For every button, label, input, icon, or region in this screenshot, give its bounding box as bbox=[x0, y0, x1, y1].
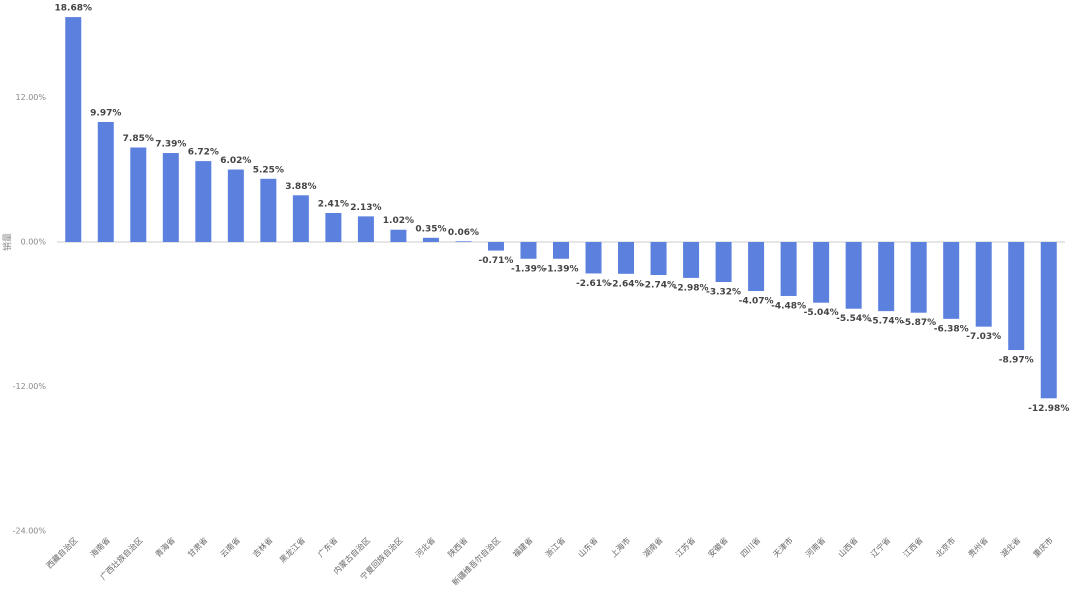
x-tick-label: 辽宁省 bbox=[868, 535, 892, 559]
value-label: -2.64% bbox=[609, 279, 644, 289]
value-label: -1.39% bbox=[511, 264, 546, 274]
x-tick-label: 黑龙江省 bbox=[277, 535, 307, 565]
bar bbox=[780, 242, 797, 296]
x-tick-label: 青海省 bbox=[153, 535, 177, 559]
x-tick-label: 山西省 bbox=[836, 535, 860, 559]
value-label: -4.07% bbox=[739, 297, 774, 307]
value-label: -6.38% bbox=[934, 324, 969, 334]
value-label: -2.98% bbox=[674, 283, 709, 293]
bar bbox=[813, 242, 830, 303]
x-tick-label: 上海市 bbox=[608, 535, 632, 559]
value-label: -5.54% bbox=[836, 314, 871, 324]
x-tick-label: 福建省 bbox=[511, 535, 535, 559]
bar bbox=[227, 169, 244, 243]
bar bbox=[845, 242, 862, 309]
value-label: -8.97% bbox=[999, 356, 1034, 366]
bar bbox=[1008, 242, 1025, 351]
bar bbox=[553, 242, 569, 259]
value-label: 1.02% bbox=[383, 216, 414, 226]
value-label: -7.03% bbox=[966, 332, 1001, 342]
x-tick-label: 山东省 bbox=[576, 535, 600, 559]
value-label: 7.39% bbox=[155, 140, 186, 150]
bar bbox=[130, 147, 147, 243]
x-tick-label: 天津市 bbox=[771, 535, 795, 559]
y-axis-title: 销量 bbox=[2, 233, 14, 251]
x-tick-label: 吉林省 bbox=[250, 535, 274, 559]
bar bbox=[195, 161, 212, 243]
value-label: -5.87% bbox=[901, 318, 936, 328]
value-label: -3.32% bbox=[706, 287, 741, 297]
y-tick-label: -24.00% bbox=[13, 527, 47, 536]
bar bbox=[683, 242, 700, 278]
value-label: 5.25% bbox=[253, 165, 284, 175]
value-label: 7.85% bbox=[123, 134, 154, 144]
value-label: -1.39% bbox=[544, 264, 579, 274]
bar bbox=[520, 242, 537, 259]
bar bbox=[390, 229, 407, 243]
x-tick-label: 海南省 bbox=[88, 535, 112, 559]
bar bbox=[585, 242, 602, 274]
x-tick-label: 北京市 bbox=[933, 535, 957, 559]
bar bbox=[975, 242, 992, 327]
value-label: 9.97% bbox=[90, 108, 121, 118]
x-tick-label: 安徽省 bbox=[706, 535, 730, 559]
bar bbox=[455, 241, 472, 243]
value-label: -2.61% bbox=[576, 279, 611, 289]
bar bbox=[618, 242, 635, 274]
y-tick-label: -12.00% bbox=[13, 382, 47, 391]
bar bbox=[325, 212, 342, 243]
x-tick-label: 浙江省 bbox=[543, 535, 567, 559]
x-tick-label: 河南省 bbox=[803, 535, 827, 559]
bar bbox=[748, 242, 765, 292]
value-label: -2.74% bbox=[641, 281, 676, 291]
value-label: 2.13% bbox=[350, 203, 381, 213]
value-label: -5.04% bbox=[804, 308, 839, 318]
bar bbox=[650, 242, 667, 276]
bar bbox=[292, 195, 309, 243]
x-tick-label: 西藏自治区 bbox=[44, 535, 79, 570]
value-label: -4.48% bbox=[771, 301, 806, 311]
x-tick-label: 云南省 bbox=[218, 535, 242, 559]
x-tick-label: 湖南省 bbox=[641, 535, 665, 559]
value-label: 0.06% bbox=[448, 228, 479, 238]
x-tick-label: 四川省 bbox=[738, 535, 762, 559]
value-label: 6.02% bbox=[220, 156, 251, 166]
y-tick-label: 0.00% bbox=[21, 238, 47, 247]
x-tick-label: 重庆市 bbox=[1031, 535, 1055, 559]
x-tick-label: 湖北省 bbox=[998, 535, 1022, 559]
bar bbox=[1040, 242, 1057, 399]
bar bbox=[943, 242, 960, 319]
value-label: -12.98% bbox=[1028, 404, 1069, 414]
value-label: 2.41% bbox=[318, 199, 349, 209]
value-label: -5.74% bbox=[869, 317, 904, 327]
x-tick-label: 江苏省 bbox=[673, 535, 697, 559]
bar bbox=[357, 216, 374, 243]
value-label: 6.72% bbox=[188, 148, 219, 158]
x-tick-label: 江西省 bbox=[901, 535, 925, 559]
x-tick-label: 贵州省 bbox=[966, 535, 990, 559]
bar bbox=[910, 242, 927, 313]
bar bbox=[487, 242, 504, 251]
bar bbox=[878, 242, 895, 312]
x-tick-label: 陕西省 bbox=[446, 535, 470, 559]
bar bbox=[715, 242, 732, 282]
value-label: 0.35% bbox=[415, 224, 446, 234]
x-tick-label: 广东省 bbox=[316, 535, 340, 559]
value-label: -0.71% bbox=[478, 256, 513, 266]
value-label: 3.88% bbox=[285, 182, 316, 192]
value-label: 18.68% bbox=[55, 4, 93, 14]
bar bbox=[422, 237, 439, 243]
x-tick-label: 河北省 bbox=[413, 535, 437, 559]
bar bbox=[162, 153, 179, 243]
bar bbox=[260, 178, 277, 243]
x-tick-label: 甘肃省 bbox=[185, 535, 209, 559]
bar bbox=[65, 17, 82, 243]
y-tick-label: 12.00% bbox=[15, 93, 46, 102]
bar bbox=[97, 121, 114, 243]
